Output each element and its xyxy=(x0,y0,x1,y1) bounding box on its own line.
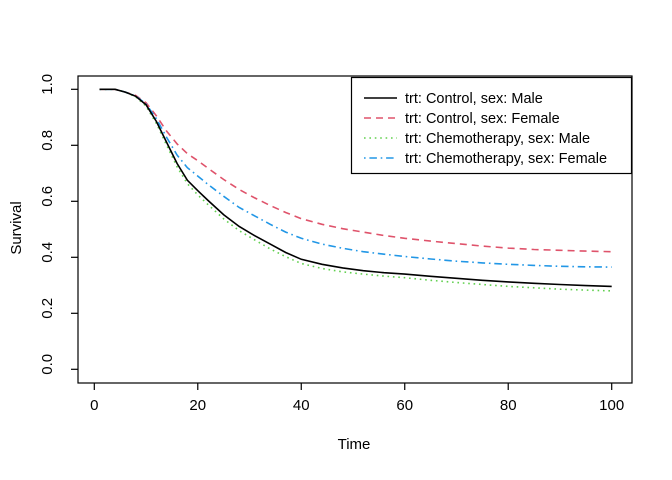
curve-trt-control-sex-female xyxy=(99,88,612,253)
y-tick-label: 0.6 xyxy=(39,186,56,207)
legend-item-label: trt: Chemotherapy, sex: Male xyxy=(405,131,590,147)
legend-item-label: trt: Chemotherapy, sex: Female xyxy=(405,151,607,167)
curve-trt-control-sex-male xyxy=(99,88,612,288)
x-tick-label: 100 xyxy=(599,397,624,414)
y-axis: 0.0 0.2 0.4 0.6 0.8 1.0 xyxy=(39,74,78,375)
legend-frame xyxy=(350,76,633,175)
y-tick-label: 0.8 xyxy=(39,130,56,151)
legend-box: trt: Control, sex: Male trt: Control, sex… xyxy=(350,76,633,175)
plot-frame xyxy=(77,75,633,384)
x-tick-label: 0 xyxy=(90,397,98,414)
y-tick-label: 1.0 xyxy=(39,74,56,95)
x-axis-title: Time xyxy=(338,436,371,453)
y-axis-title: Survival xyxy=(8,201,25,254)
legend-item-label: trt: Control, sex: Female xyxy=(405,111,560,127)
curves-group xyxy=(99,88,612,292)
x-axis: 0 20 40 60 80 100 xyxy=(90,383,624,414)
x-tick-label: 20 xyxy=(189,397,206,414)
x-tick-label: 40 xyxy=(293,397,310,414)
legend-item-label: trt: Control, sex: Male xyxy=(405,91,543,107)
y-tick-label: 0.4 xyxy=(39,242,56,263)
x-tick-label: 80 xyxy=(500,397,517,414)
x-tick-label: 60 xyxy=(396,397,413,414)
curve-trt-chemotherapy-sex-male xyxy=(99,88,612,292)
y-tick-label: 0.2 xyxy=(39,298,56,319)
y-tick-label: 0.0 xyxy=(39,354,56,375)
